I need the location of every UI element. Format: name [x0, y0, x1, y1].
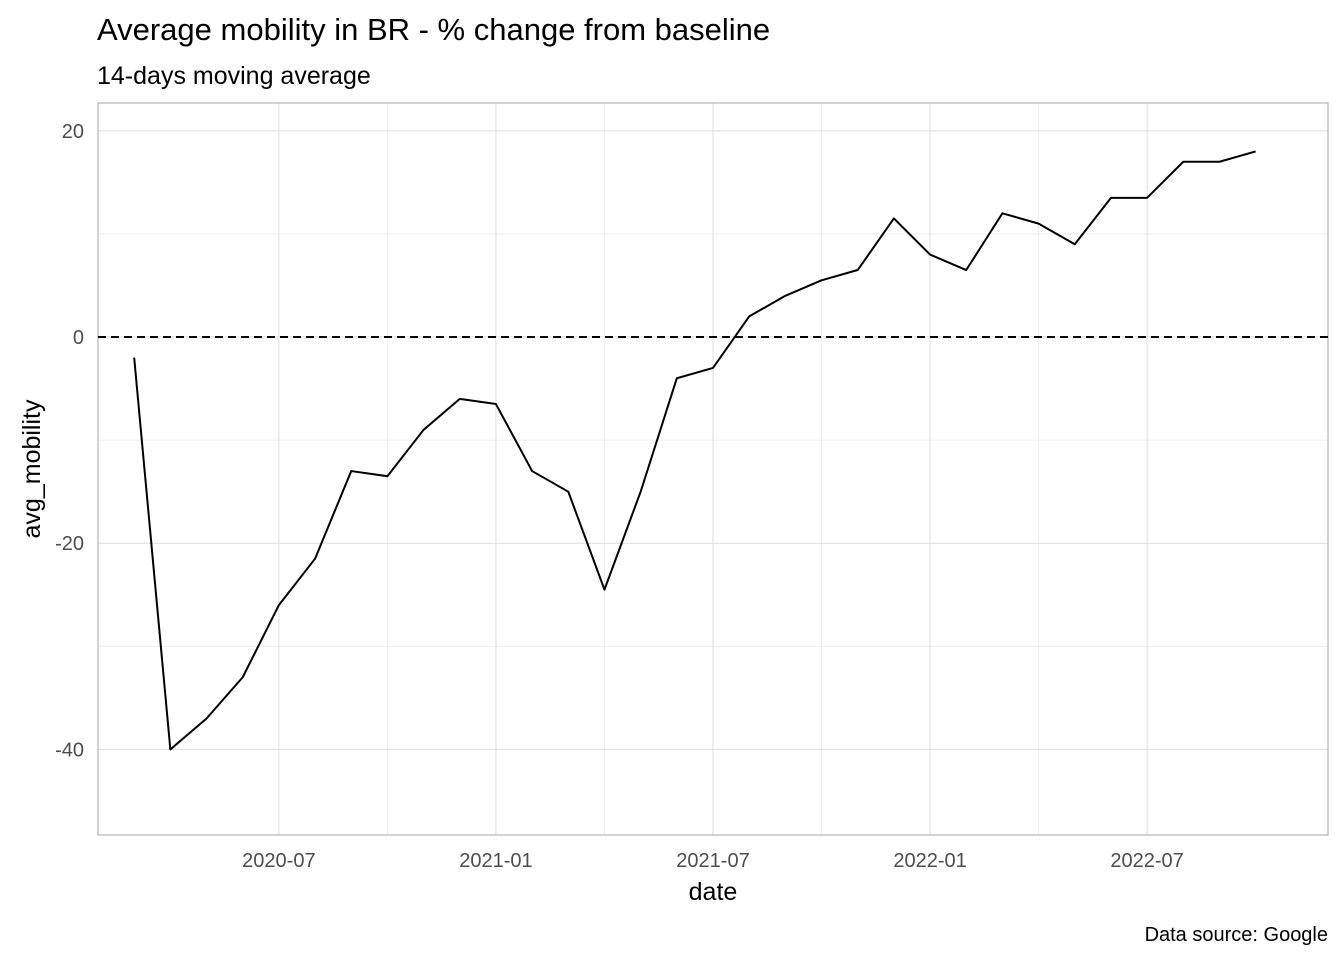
x-tick-label: 2020-07	[242, 850, 315, 872]
y-tick-label: 20	[62, 121, 84, 143]
line	[133, 150, 1256, 751]
chart-title: Average mobility in BR - % change from b…	[97, 12, 770, 47]
x-tick-label: 2021-01	[459, 850, 532, 872]
plot-border	[97, 102, 1329, 836]
x-tick-label: 2022-07	[1110, 850, 1183, 872]
y-tick-label: -20	[55, 533, 84, 555]
y-tick-label: -40	[55, 739, 84, 761]
x-axis-label: date	[689, 878, 738, 906]
caption: Data source: Google	[1145, 924, 1328, 946]
chart-subtitle: 14-days moving average	[97, 62, 371, 90]
x-tick-label: 2021-07	[676, 850, 749, 872]
y-axis-label: avg_mobility	[18, 399, 46, 538]
y-tick-label: 0	[73, 327, 84, 349]
x-tick-label: 2022-01	[893, 850, 966, 872]
